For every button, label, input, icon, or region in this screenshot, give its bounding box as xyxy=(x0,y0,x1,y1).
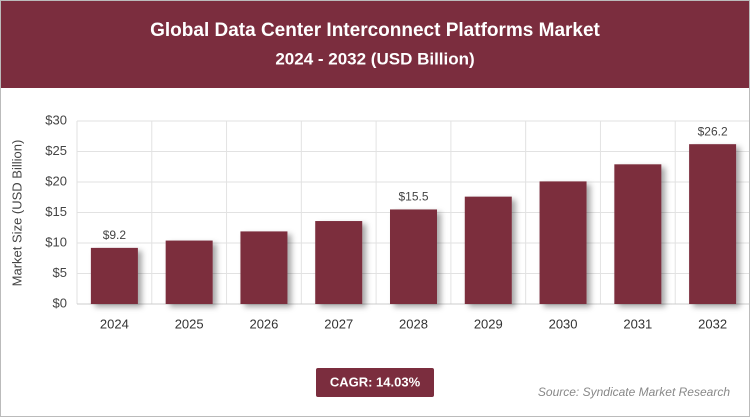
y-tick-label: $20 xyxy=(45,173,67,188)
chart-subtitle: 2024 - 2032 (USD Billion) xyxy=(275,49,474,68)
y-tick-label: $10 xyxy=(45,234,67,249)
x-tick-label: 2030 xyxy=(549,316,578,331)
x-tick-label: 2027 xyxy=(324,316,353,331)
x-tick-label: 2032 xyxy=(698,316,727,331)
x-tick-label: 2029 xyxy=(474,316,503,331)
header-band xyxy=(1,1,749,88)
bar xyxy=(90,247,138,304)
value-label: $9.2 xyxy=(103,228,127,242)
bar xyxy=(689,144,737,304)
x-tick-label: 2028 xyxy=(399,316,428,331)
bar xyxy=(614,164,662,304)
y-tick-label: $0 xyxy=(53,295,67,310)
bar xyxy=(539,181,587,304)
bar xyxy=(315,221,363,304)
chart-title: Global Data Center Interconnect Platform… xyxy=(150,20,600,41)
y-tick-label: $5 xyxy=(53,265,67,280)
y-axis-title: Market Size (USD Billion) xyxy=(9,140,24,287)
cagr-label: CAGR: 14.03% xyxy=(330,374,421,389)
x-tick-label: 2025 xyxy=(175,316,204,331)
bar xyxy=(390,209,437,304)
value-label: $15.5 xyxy=(398,190,428,204)
source-note: Source: Syndicate Market Research xyxy=(538,385,730,399)
x-tick-label: 2026 xyxy=(249,316,278,331)
bar xyxy=(464,196,512,304)
y-tick-label: $15 xyxy=(45,204,67,219)
cagr-box xyxy=(316,368,434,397)
bar xyxy=(165,240,213,304)
bar xyxy=(240,231,288,304)
y-tick-label: $25 xyxy=(45,143,67,158)
value-label: $26.2 xyxy=(698,124,728,138)
x-tick-label: 2031 xyxy=(623,316,652,331)
y-tick-label: $30 xyxy=(45,112,67,127)
x-tick-label: 2024 xyxy=(100,316,129,331)
